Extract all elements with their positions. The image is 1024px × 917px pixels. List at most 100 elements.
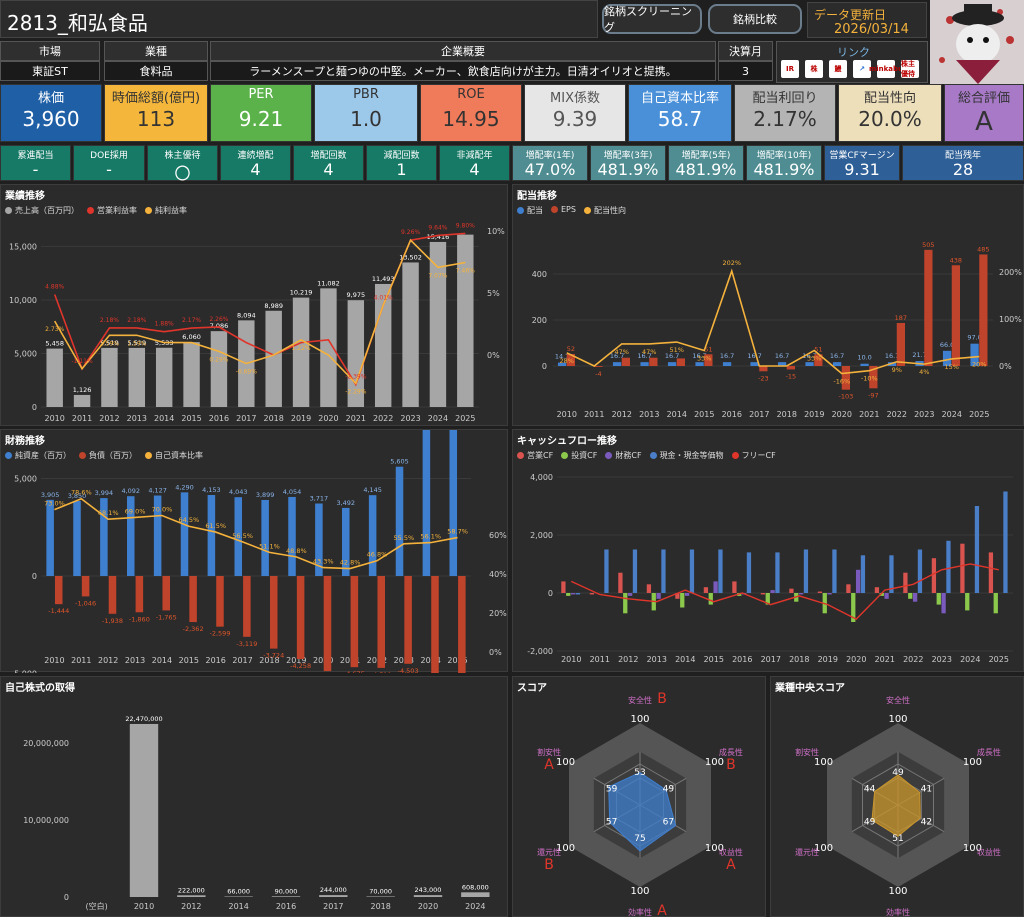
dividend-bar xyxy=(970,343,979,366)
kpi-card: 株価 3,960 xyxy=(0,84,102,142)
net-margin-label: 0.29% xyxy=(209,356,228,363)
screening-button[interactable]: 銘柄スクリーニング xyxy=(602,4,702,34)
dividend-bar xyxy=(640,362,649,366)
stat-value: 481.9% xyxy=(597,160,659,179)
dividend-label: 66.0 xyxy=(940,341,954,349)
dividend-label: 21.7 xyxy=(912,351,926,359)
dividend-bar xyxy=(832,362,842,366)
kpi-value: 3,960 xyxy=(22,107,80,131)
radar-value-label: 41 xyxy=(921,785,932,795)
yutai-link-icon[interactable]: 株主優待 xyxy=(901,60,919,78)
bar-label: 15,416 xyxy=(427,233,450,241)
financial-panel: 財務推移 純資産（百万） 負債（百万） 自己資本比率 -5,00005,0001… xyxy=(0,429,508,673)
y2-tick-label: 20% xyxy=(489,609,507,618)
industry-score-panel: 業種中央スコア 49 41 42 51 49 44 100 安全性 100 成長性 100 収益性 10… xyxy=(770,676,1024,917)
investing-cf-bar xyxy=(765,593,770,605)
equity-bar xyxy=(288,496,296,576)
operating-cf-bar xyxy=(703,587,709,593)
equity-ratio-label: 58.7% xyxy=(447,528,468,536)
eps-bar xyxy=(786,366,795,370)
kpi-label: PER xyxy=(248,87,274,102)
dividend-bar xyxy=(722,362,732,366)
legend-item: 財務CF xyxy=(605,450,642,461)
x-tick-label: 2016 xyxy=(732,655,752,664)
dividend-label: 16.7 xyxy=(665,352,679,360)
legend-item: 営業CF xyxy=(517,450,553,461)
y-tick-label: 2,000 xyxy=(530,531,553,540)
cash-bar xyxy=(661,549,666,593)
radar-max-label: 100 xyxy=(705,843,724,854)
chart-link-icon[interactable]: ↗ xyxy=(853,60,871,78)
liability-bar xyxy=(216,576,224,627)
stat-label: 増配率(5年) xyxy=(681,151,731,161)
radar-value-label: 44 xyxy=(864,785,876,795)
radar-grade: A xyxy=(657,903,667,917)
equity-bar xyxy=(46,499,54,576)
financing-cf-bar xyxy=(770,590,775,593)
equity-bar xyxy=(127,496,135,576)
performance-chart: 0 5,000 10,000 15,000 0% 5% 10% 2010 2011 2012 201… xyxy=(9,222,505,423)
x-tick-label: 2017 xyxy=(323,902,343,911)
cash-bar xyxy=(1003,491,1008,593)
x-tick-label: 2016 xyxy=(722,410,742,419)
x-tick-label: 2022 xyxy=(887,410,907,419)
equity-bar xyxy=(342,507,350,576)
liability-bar xyxy=(296,576,305,660)
sales-bar xyxy=(292,297,310,407)
x-tick-label: 2024 xyxy=(428,414,448,423)
radar-axis-label: 収益性 xyxy=(977,847,1001,857)
payout-label: 28% xyxy=(560,357,574,365)
equity-ratio-label: 69.0% xyxy=(125,507,146,515)
legend-item: 売上高（百万円） xyxy=(5,205,79,216)
compare-button[interactable]: 銘柄比較 xyxy=(708,4,802,34)
kabutan-link-icon[interactable]: 株 xyxy=(805,60,823,78)
sales-bar xyxy=(265,310,282,407)
bar-label: 7,086 xyxy=(210,322,229,330)
bar-label: 11,493 xyxy=(372,275,395,283)
net-margin-label: 1.59% xyxy=(127,340,146,347)
legend-item: 純利益率 xyxy=(145,205,187,216)
eps-bar xyxy=(704,354,713,366)
equity-ratio-label: 48.8% xyxy=(286,547,307,555)
equity-ratio-label: 61.5% xyxy=(205,522,226,530)
y-tick-label: 10,000 xyxy=(9,296,37,305)
radar-axis-label: 成長性 xyxy=(719,747,743,757)
x-tick-label: 2025 xyxy=(989,655,1009,664)
kpi-card: ROE 14.95 xyxy=(420,84,522,142)
financing-cf-bar xyxy=(855,569,861,593)
stat-card: DOE採用 - xyxy=(73,145,145,181)
equity-label: 3,899 xyxy=(256,491,275,499)
x-tick-label: 2010 xyxy=(561,655,581,664)
investing-cf-bar xyxy=(680,593,685,608)
radar-axis-label: 割安性 xyxy=(537,747,561,757)
shikiho-link-icon[interactable]: 鰻 xyxy=(829,60,847,78)
buyback-label: 244,000 xyxy=(320,886,347,894)
eps-label: -97 xyxy=(868,391,879,399)
y2-tick-label: 40% xyxy=(489,570,507,579)
equity-label: 3,492 xyxy=(336,499,355,507)
x-tick-label: 2012 xyxy=(99,414,119,423)
x-tick-label: 2011 xyxy=(590,655,610,664)
legend-item: 負債（百万） xyxy=(79,450,137,461)
sales-bar xyxy=(183,342,200,407)
minkabu-link-icon[interactable]: minkabu xyxy=(869,60,903,78)
dividend-bar xyxy=(667,362,677,366)
op-margin-label: 4.01% xyxy=(374,294,393,301)
eps-label: 187 xyxy=(895,314,907,322)
dividend-label: 16.7 xyxy=(830,352,844,360)
eps-label: -15 xyxy=(786,372,797,380)
dividend-bar xyxy=(612,362,622,366)
equity-bar xyxy=(153,495,162,576)
operating-cf-bar xyxy=(874,587,880,593)
net-margin-label: 7.07% xyxy=(428,272,447,279)
equity-ratio-label: 68.1% xyxy=(98,509,119,517)
cash-bar xyxy=(746,552,752,593)
ir-bank-link-icon[interactable]: IR xyxy=(781,60,799,78)
radar-axis-label: 還元性 xyxy=(795,847,819,857)
y2-tick-label: 60% xyxy=(489,531,507,540)
radar-value-label: 59 xyxy=(606,785,618,795)
score-title: スコア xyxy=(517,683,547,694)
equity-label: 4,145 xyxy=(363,486,382,494)
operating-cf-bar xyxy=(646,584,652,593)
